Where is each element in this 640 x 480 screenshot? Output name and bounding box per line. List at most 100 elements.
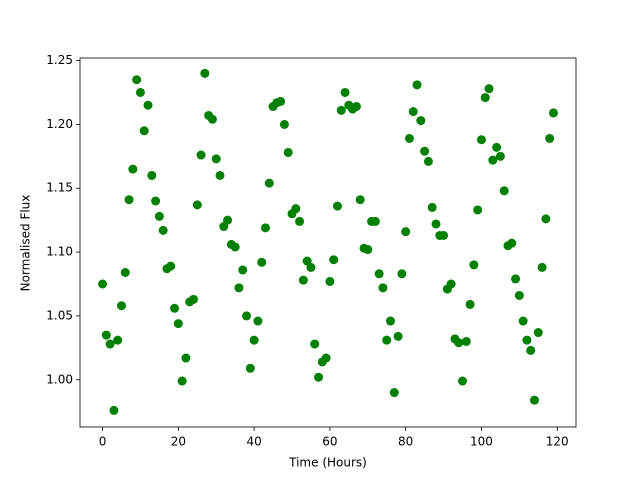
point bbox=[427, 202, 437, 212]
point bbox=[170, 303, 180, 313]
point bbox=[495, 151, 505, 161]
point bbox=[325, 276, 335, 286]
y-axis-label: Normalised Flux bbox=[19, 195, 33, 292]
point bbox=[135, 87, 145, 97]
point bbox=[454, 338, 464, 348]
point bbox=[499, 186, 509, 196]
point bbox=[507, 238, 517, 248]
point bbox=[249, 335, 259, 345]
point bbox=[192, 200, 202, 210]
point bbox=[143, 100, 153, 110]
y-tick-label: 1.05 bbox=[46, 308, 73, 322]
point bbox=[514, 290, 524, 300]
point bbox=[310, 339, 320, 349]
point bbox=[408, 107, 418, 117]
point bbox=[181, 353, 191, 363]
point bbox=[386, 316, 396, 326]
point bbox=[548, 108, 558, 118]
point bbox=[393, 331, 403, 341]
point bbox=[314, 372, 324, 382]
point bbox=[139, 126, 149, 136]
x-tick-label: 40 bbox=[246, 435, 261, 449]
point bbox=[469, 260, 479, 270]
point bbox=[488, 155, 498, 165]
point bbox=[340, 87, 350, 97]
point bbox=[511, 274, 521, 284]
point bbox=[200, 68, 210, 78]
axes-frame bbox=[79, 57, 577, 428]
y-tick-label: 1.20 bbox=[46, 117, 73, 131]
point bbox=[370, 216, 380, 226]
point bbox=[526, 345, 536, 355]
point bbox=[401, 227, 411, 237]
point bbox=[480, 93, 490, 103]
point bbox=[177, 376, 187, 386]
point bbox=[124, 195, 134, 205]
point bbox=[321, 353, 331, 363]
point bbox=[355, 195, 365, 205]
point bbox=[458, 376, 468, 386]
point bbox=[242, 311, 252, 321]
point bbox=[363, 245, 373, 255]
point bbox=[533, 328, 543, 338]
point bbox=[98, 279, 108, 289]
point bbox=[306, 262, 316, 272]
point bbox=[336, 105, 346, 115]
point bbox=[132, 75, 142, 85]
point bbox=[113, 335, 123, 345]
point bbox=[374, 269, 384, 279]
point bbox=[166, 261, 176, 271]
y-tick-label: 1.10 bbox=[46, 245, 73, 259]
point bbox=[492, 142, 502, 152]
y-tick-label: 1.15 bbox=[46, 181, 73, 195]
point bbox=[484, 84, 494, 94]
point bbox=[230, 242, 240, 252]
point bbox=[207, 114, 217, 124]
point bbox=[245, 363, 255, 373]
point bbox=[253, 316, 263, 326]
point bbox=[351, 102, 361, 112]
y-tick-label: 1.00 bbox=[46, 372, 73, 386]
point bbox=[105, 339, 115, 349]
point bbox=[211, 154, 221, 164]
point bbox=[537, 262, 547, 272]
point bbox=[420, 146, 430, 156]
point bbox=[257, 257, 267, 267]
point bbox=[234, 283, 244, 293]
x-tick-label: 80 bbox=[398, 435, 413, 449]
x-axis-label: Time (Hours) bbox=[288, 456, 367, 470]
point bbox=[404, 133, 414, 143]
point bbox=[295, 216, 305, 226]
x-tick-label: 0 bbox=[99, 435, 107, 449]
point bbox=[397, 269, 407, 279]
point bbox=[188, 294, 198, 304]
point bbox=[291, 204, 301, 214]
point bbox=[541, 214, 551, 224]
point bbox=[522, 335, 532, 345]
point bbox=[276, 96, 286, 106]
point bbox=[465, 299, 475, 309]
y-tick-label: 1.25 bbox=[46, 53, 73, 67]
point bbox=[329, 255, 339, 265]
point bbox=[260, 223, 270, 233]
point bbox=[378, 283, 388, 293]
point bbox=[518, 316, 528, 326]
point bbox=[196, 150, 206, 160]
point bbox=[530, 395, 540, 405]
point bbox=[446, 279, 456, 289]
x-tick-label: 100 bbox=[470, 435, 493, 449]
point bbox=[473, 205, 483, 215]
point bbox=[439, 230, 449, 240]
point bbox=[283, 147, 293, 157]
point bbox=[101, 330, 111, 340]
point bbox=[116, 301, 126, 311]
point bbox=[461, 336, 471, 346]
x-tick-label: 120 bbox=[546, 435, 569, 449]
point bbox=[215, 170, 225, 180]
point bbox=[264, 178, 274, 188]
point bbox=[223, 215, 233, 225]
point bbox=[173, 319, 183, 329]
point bbox=[238, 265, 248, 275]
point bbox=[412, 80, 422, 90]
